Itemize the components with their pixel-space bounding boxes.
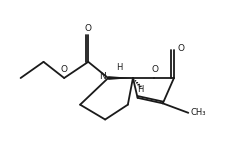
Text: H: H <box>137 85 144 94</box>
Text: H: H <box>116 63 123 72</box>
Polygon shape <box>108 76 133 80</box>
Text: O: O <box>85 24 92 33</box>
Text: O: O <box>61 65 68 74</box>
Text: CH₃: CH₃ <box>191 108 206 117</box>
Text: N: N <box>99 72 105 81</box>
Text: O: O <box>177 44 184 53</box>
Text: O: O <box>151 65 158 74</box>
